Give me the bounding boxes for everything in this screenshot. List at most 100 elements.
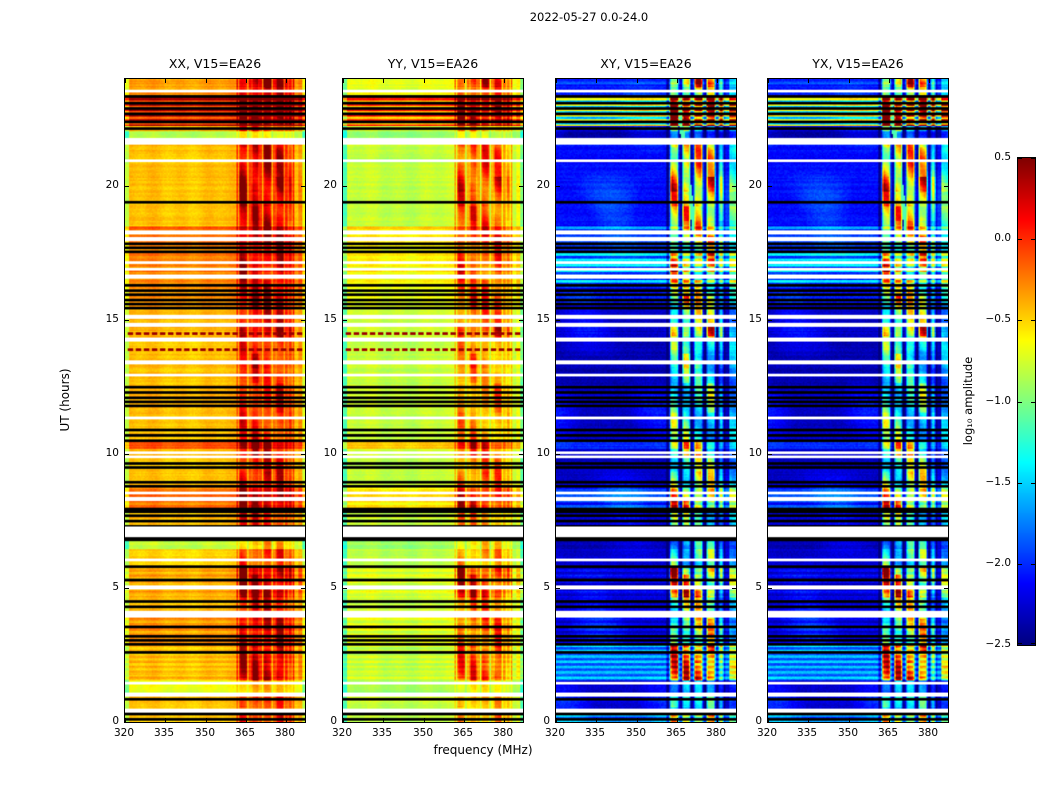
tick-mark: [286, 718, 287, 722]
panel-title-yy: YY, V15=EA26: [387, 56, 479, 71]
x-tick-label: 380: [492, 727, 514, 739]
tick-mark: [556, 718, 557, 722]
y-tick-label: 20: [536, 179, 550, 191]
tick-mark: [768, 454, 772, 455]
colorbar-tick-mark: [1018, 564, 1022, 565]
tick-mark: [556, 454, 560, 455]
heatmap-canvas-yy: [343, 79, 523, 722]
tick-mark: [519, 186, 523, 187]
tick-mark: [125, 718, 126, 722]
tick-mark: [717, 718, 718, 722]
tick-mark: [165, 79, 166, 83]
heatmap-canvas-xx: [125, 79, 305, 722]
tick-mark: [424, 79, 425, 83]
colorbar-tick-label: 0.5: [994, 151, 1011, 163]
y-tick-label: 15: [748, 313, 762, 325]
tick-mark: [464, 718, 465, 722]
tick-mark: [383, 718, 384, 722]
heatmap-panel-xy: [555, 78, 737, 723]
x-axis-label: frequency (MHz): [433, 743, 533, 757]
y-tick-label: 0: [543, 715, 550, 727]
y-tick-label: 20: [323, 179, 337, 191]
y-tick-label: 10: [536, 447, 550, 459]
tick-mark: [165, 718, 166, 722]
y-tick-label: 15: [536, 313, 550, 325]
x-tick-label: 380: [917, 727, 939, 739]
tick-mark: [889, 718, 890, 722]
panel-title-xx: XX, V15=EA26: [168, 56, 262, 71]
colorbar-tick-label: −2.0: [985, 557, 1012, 569]
colorbar-tick-label: −0.5: [985, 313, 1012, 325]
tick-mark: [246, 718, 247, 722]
tick-mark: [596, 79, 597, 83]
tick-mark: [343, 454, 347, 455]
tick-mark: [504, 718, 505, 722]
colorbar-tick-label: −1.0: [985, 395, 1012, 407]
tick-mark: [301, 320, 305, 321]
tick-mark: [343, 79, 344, 83]
figure-title: 2022-05-27 0.0-24.0: [529, 10, 649, 24]
tick-mark: [768, 320, 772, 321]
tick-mark: [637, 79, 638, 83]
tick-mark: [732, 588, 736, 589]
y-tick-label: 10: [323, 447, 337, 459]
tick-mark: [889, 79, 890, 83]
tick-mark: [732, 186, 736, 187]
colorbar-tick-mark: [1031, 402, 1035, 403]
tick-mark: [768, 722, 772, 723]
x-tick-label: 320: [756, 727, 778, 739]
tick-mark: [768, 79, 769, 83]
tick-mark: [929, 718, 930, 722]
tick-mark: [677, 79, 678, 83]
tick-mark: [424, 718, 425, 722]
x-tick-label: 350: [412, 727, 434, 739]
tick-mark: [519, 320, 523, 321]
tick-mark: [504, 79, 505, 83]
colorbar-tick-mark: [1031, 643, 1035, 644]
y-tick-label: 20: [748, 179, 762, 191]
tick-mark: [343, 186, 347, 187]
tick-mark: [929, 79, 930, 83]
x-tick-label: 380: [705, 727, 727, 739]
y-tick-label: 5: [755, 581, 762, 593]
y-tick-label: 10: [105, 447, 119, 459]
colorbar-tick-mark: [1018, 239, 1022, 240]
tick-mark: [519, 722, 523, 723]
y-tick-label: 20: [105, 179, 119, 191]
tick-mark: [301, 722, 305, 723]
tick-mark: [944, 454, 948, 455]
tick-mark: [286, 79, 287, 83]
colorbar-tick-mark: [1018, 158, 1022, 159]
tick-mark: [556, 722, 560, 723]
x-tick-label: 335: [796, 727, 818, 739]
x-tick-label: 365: [877, 727, 899, 739]
colorbar-tick-label: −2.5: [985, 638, 1012, 650]
heatmap-panel-yx: [767, 78, 949, 723]
x-tick-label: 350: [194, 727, 216, 739]
tick-mark: [596, 718, 597, 722]
x-tick-label: 335: [371, 727, 393, 739]
colorbar-tick-mark: [1018, 320, 1022, 321]
tick-mark: [732, 722, 736, 723]
tick-mark: [808, 79, 809, 83]
tick-mark: [125, 79, 126, 83]
heatmap-canvas-yx: [768, 79, 948, 722]
heatmap-panel-xx: [124, 78, 306, 723]
y-tick-label: 15: [323, 313, 337, 325]
x-tick-label: 335: [153, 727, 175, 739]
tick-mark: [343, 718, 344, 722]
colorbar-tick-mark: [1018, 402, 1022, 403]
heatmap-panel-yy: [342, 78, 524, 723]
x-tick-label: 365: [452, 727, 474, 739]
x-tick-label: 365: [234, 727, 256, 739]
y-tick-label: 5: [543, 581, 550, 593]
x-tick-label: 350: [625, 727, 647, 739]
y-tick-label: 0: [755, 715, 762, 727]
tick-mark: [383, 79, 384, 83]
tick-mark: [125, 454, 129, 455]
tick-mark: [206, 79, 207, 83]
y-tick-label: 5: [330, 581, 337, 593]
y-tick-label: 15: [105, 313, 119, 325]
y-tick-label: 0: [330, 715, 337, 727]
